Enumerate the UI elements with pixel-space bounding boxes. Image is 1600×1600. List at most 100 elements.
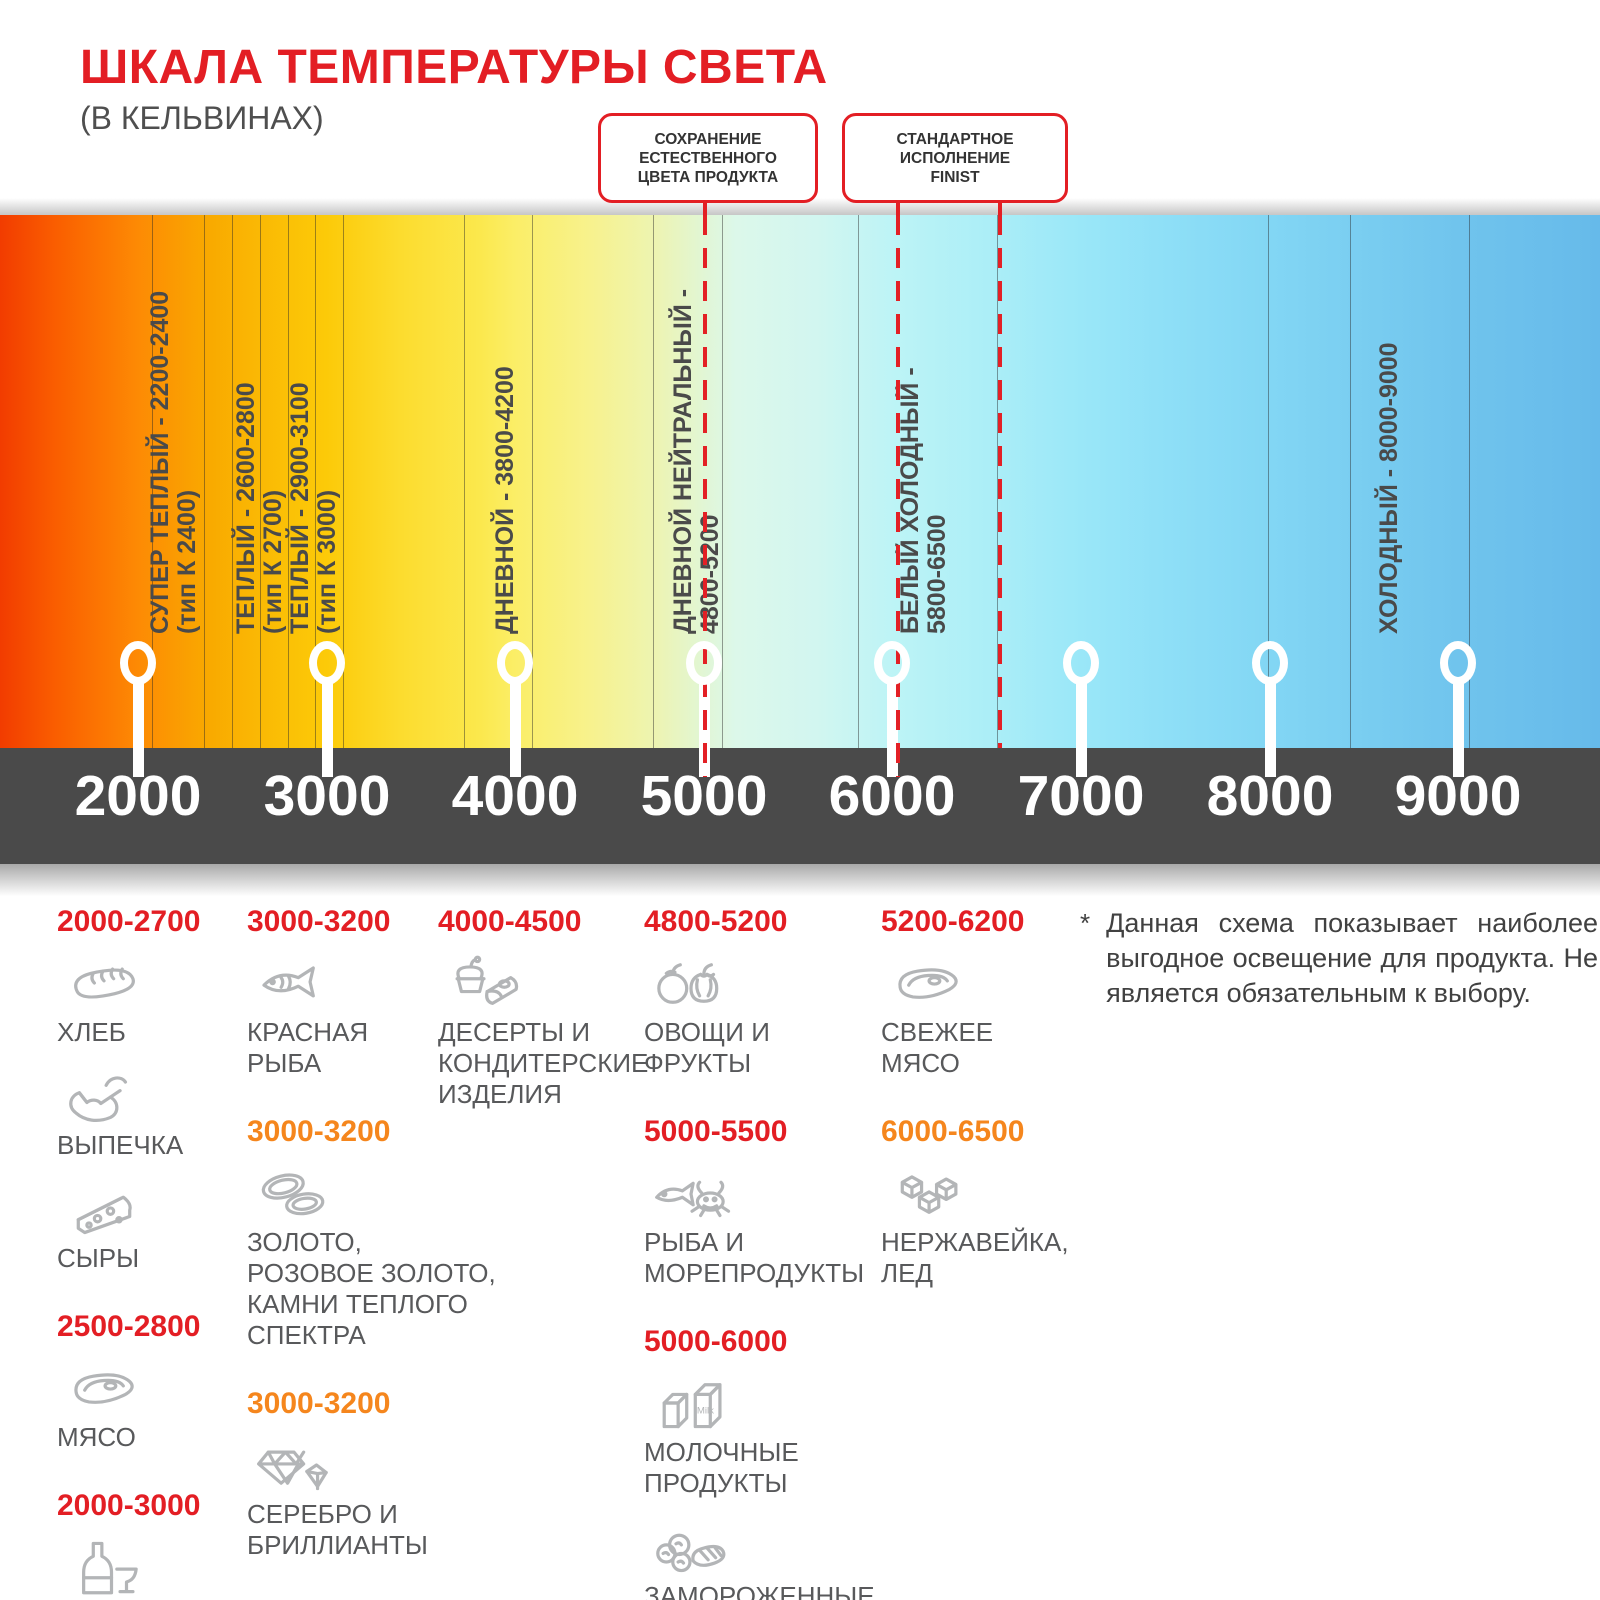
temperature-range-label: 3000-3200 [247,1115,391,1148]
legend-group: 5000-6000 Milk МОЛОЧНЫЕ ПРОДУКТЫ ЗАМОРОЖЕНН… [644,1325,944,1600]
zone-label: БЕЛЫЙ ХОЛОДНЫЙ -5800-6500 [896,367,951,634]
legend-item: АКОГОЛЬ [57,1537,242,1600]
gridline [260,215,261,748]
temperature-range-label: 6000-6500 [881,1115,1025,1148]
pin-marker-icon [120,641,156,685]
pin-marker-icon [1440,641,1476,685]
gridline [152,215,153,748]
gridline [532,215,533,748]
zone-label: ДНЕВНОЙ - 3800-4200 [491,366,519,634]
legend-item: МЯСО [57,1358,242,1453]
temperature-range-label: 5200-6200 [881,905,1025,938]
ice-icon [900,1175,958,1214]
legend-column: 4000-4500 ДЕСЕРТЫ И КОНДИТЕРСКИЕ ИЗДЕЛИЯ [438,905,658,1146]
zone-label-main: СУПЕР ТЕПЛЫЙ - 2200-2400 [146,290,174,634]
temperature-range-label: 2000-2700 [57,905,201,938]
zone-label-sub: (тип К 3000) [313,489,341,634]
legend-group: 2500-2800 МЯСО [57,1310,242,1453]
legend-item: ЗАМОРОЖЕННЫЕ ПОЛУФАБРИКАТЫ [644,1517,944,1600]
svg-text:Milk: Milk [697,1406,714,1417]
zone-label-main: ДНЕВНОЙ НЕЙТРАЛЬНЫЙ - [669,288,697,634]
fresh-meat-icon [898,968,958,999]
gridline [204,215,205,748]
legend-item-label: МОЛОЧНЫЕ ПРОДУКТЫ [644,1437,799,1498]
footnote-asterisk: * [1080,908,1091,938]
pin-stem [1075,678,1087,777]
red-dashed-guide [896,215,900,777]
seafood-icon [655,1180,731,1218]
zone-label-main: ТЕПЛЫЙ - 2900-3100 [286,382,314,634]
legend-column: 4800-5200 ОВОЩИ И ФРУКТЫ 5000-5500 РЫБА И М… [644,905,944,1600]
pin-stem [1452,678,1464,777]
pin-stem [509,678,521,777]
temperature-range-label: 5000-5500 [644,1115,788,1148]
legend-item-label: РЫБА И МОРЕПРОДУКТЫ [644,1227,865,1288]
kelvin-tick-label: 8000 [1206,764,1334,828]
pin-marker-icon [309,641,345,685]
legend-item-label: ОВОЩИ И ФРУКТЫ [644,1017,770,1078]
zone-label: ДНЕВНОЙ НЕЙТРАЛЬНЫЙ -4800-5200 [669,288,724,634]
zone-label-sub: 5800-6500 [923,514,951,634]
legend-item: СЫРЫ [57,1179,242,1274]
legend-group: 4000-4500 ДЕСЕРТЫ И КОНДИТЕРСКИЕ ИЗДЕЛИЯ [438,905,658,1110]
dairy-icon: Milk [662,1383,722,1429]
footnote: * Данная схема показывает наиболее выгод… [1080,906,1598,1011]
temperature-range-label: 3000-3200 [247,1387,391,1420]
zone-label-main: ХОЛОДНЫЙ - 8000-9000 [1375,342,1403,634]
red-dashed-guide [998,215,1002,748]
kelvin-tick-label: 6000 [828,764,956,828]
gridline [653,215,654,748]
meat-icon [74,1373,134,1404]
desserts-icon [455,955,519,1005]
legend-column: 3000-3200 КРАСНАЯ РЫБА 3000-3200 ЗОЛОТО, РО… [247,905,502,1597]
page-subtitle: (В КЕЛЬВИНАХ) [80,100,324,136]
legend-group: 6000-6500 НЕРЖАВЕЙКА, ЛЕД [881,1115,1101,1289]
legend-item: РЫБА И МОРЕПРОДУКТЫ [644,1163,944,1289]
legend-item-label: СВЕЖЕЕ МЯСО [881,1017,994,1078]
temperature-range-label: 4000-4500 [438,905,582,938]
kelvin-tick-label: 9000 [1394,764,1522,828]
legend-group: 3000-3200 СЕРЕБРО И БРИЛЛИАНТЫ [247,1387,502,1561]
legend-group: 5000-5500 РЫБА И МОРЕПРОДУКТЫ [644,1115,944,1289]
zone-label-sub: 4800-5200 [696,514,724,634]
temperature-range-label: 2000-3000 [57,1489,201,1522]
rings-icon [261,1173,325,1216]
legend-item: ХЛЕБ [57,953,242,1048]
temperature-range-label: 3000-3200 [247,905,391,938]
bread-icon [74,967,135,999]
callout-stem [703,198,707,216]
legend-group: 4800-5200 ОВОЩИ И ФРУКТЫ [644,905,944,1079]
legend-item-label: ДЕСЕРТЫ И КОНДИТЕРСКИЕ ИЗДЕЛИЯ [438,1017,649,1109]
pin-stem [1264,678,1276,777]
vegetables-icon [657,963,719,1004]
legend-item-label: НЕРЖАВЕЙКА, ЛЕД [881,1227,1069,1288]
zone-label: ТЕПЛЫЙ - 2900-3100 (тип К 3000) [286,382,341,634]
temperature-range-label: 4800-5200 [644,905,788,938]
zone-label-main: БЕЛЫЙ ХОЛОДНЫЙ - [896,367,924,634]
gridline [288,215,289,748]
callout-stem [998,198,1002,216]
legend-item-label: ЗОЛОТО, РОЗОВОЕ ЗОЛОТО, КАМНИ ТЕПЛОГО СП… [247,1227,496,1350]
pin-marker-icon [497,641,533,685]
kelvin-tick-label: 7000 [1017,764,1145,828]
legend-group: 3000-3200 ЗОЛОТО, РОЗОВОЕ ЗОЛОТО, КАМНИ Т… [247,1115,502,1351]
legend-column: 5200-6200 СВЕЖЕЕ МЯСО 6000-6500 НЕРЖАВЕЙКА,… [881,905,1101,1325]
bottom-shadow [0,864,1600,902]
gridline [1268,215,1269,748]
legend-item: Milk МОЛОЧНЫЕ ПРОДУКТЫ [644,1373,944,1499]
gridline [858,215,859,748]
gridline [1469,215,1470,748]
legend-item-label: МЯСО [57,1422,136,1452]
zone-label: СУПЕР ТЕПЛЫЙ - 2200-2400 (тип К 2400) [146,290,201,634]
kelvin-tick-label: 2000 [74,764,202,828]
legend-item: ВЫПЕЧКА [57,1066,242,1161]
pin-marker-icon [874,641,910,685]
red-dashed-guide [703,215,707,777]
pin-stem [321,678,333,777]
pin-stem [886,678,898,777]
legend-item-label: ХЛЕБ [57,1017,126,1047]
legend-item: НЕРЖАВЕЙКА, ЛЕД [881,1163,1101,1289]
footnote-text: Данная схема показывает наиболее выгодно… [1106,908,1598,1008]
zone-label-sub: (тип К 2700) [259,489,287,634]
